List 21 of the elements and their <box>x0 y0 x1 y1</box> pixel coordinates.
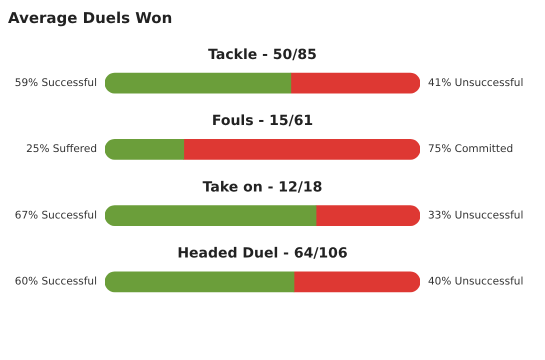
data-label: 41% Unsuccessful <box>428 76 524 89</box>
bar <box>290 72 420 94</box>
bar <box>105 272 294 292</box>
bar <box>316 205 420 226</box>
data-label: 67% Successful <box>14 209 97 222</box>
y-tick-label: Tackle - 50/85 <box>208 46 317 63</box>
data-label: 59% Successful <box>14 76 97 89</box>
data-label: 33% Unsuccessful <box>428 209 524 222</box>
bar <box>105 205 316 226</box>
y-tick-label: Headed Duel - 64/106 <box>177 246 348 262</box>
bar <box>294 272 420 292</box>
bar <box>105 139 184 160</box>
y-tick-label: Fouls - 15/61 <box>212 113 314 130</box>
data-label: 25% Suffered <box>26 143 97 156</box>
data-label: 60% Successful <box>14 276 97 288</box>
bar <box>183 139 420 160</box>
bar <box>105 72 292 94</box>
data-label: 40% Unsuccessful <box>428 276 524 288</box>
y-tick-label: Take on - 12/18 <box>202 179 322 196</box>
data-label: 75% Committed <box>428 143 514 156</box>
chart-title: Average Duels Won <box>8 9 172 27</box>
